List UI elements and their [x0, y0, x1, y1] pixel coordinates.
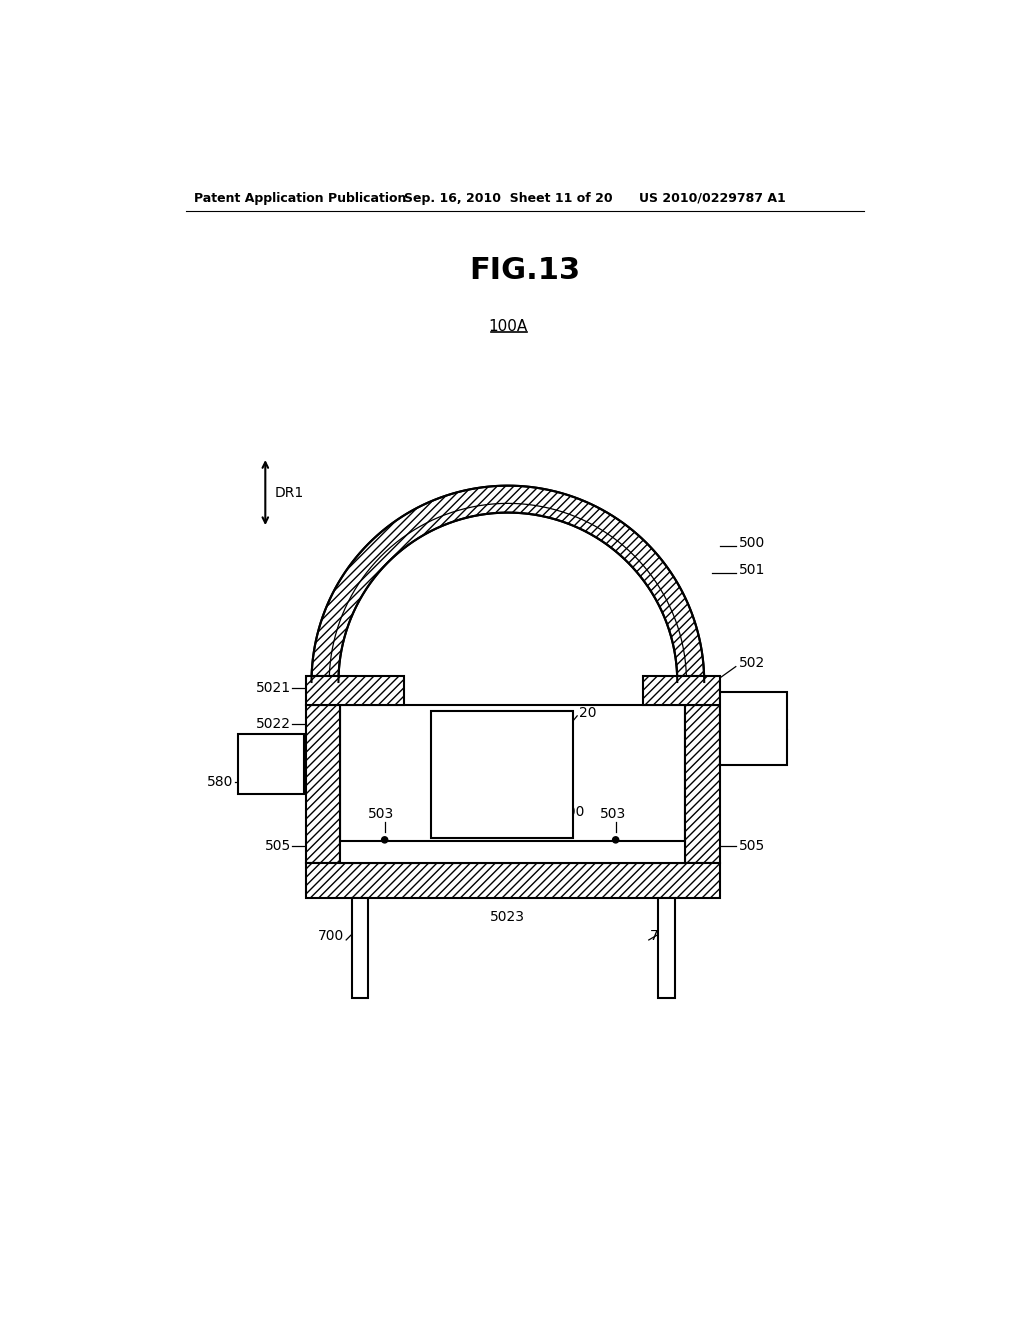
- Text: 503: 503: [368, 807, 394, 821]
- Bar: [306, 676, 403, 705]
- Text: Patent Application Publication: Patent Application Publication: [194, 191, 407, 205]
- Text: 500: 500: [739, 536, 765, 550]
- Text: 700: 700: [650, 929, 677, 942]
- Text: FIG.13: FIG.13: [469, 256, 581, 285]
- Text: 502: 502: [739, 656, 765, 669]
- Text: Sep. 16, 2010  Sheet 11 of 20: Sep. 16, 2010 Sheet 11 of 20: [403, 191, 612, 205]
- Bar: [720, 692, 787, 766]
- Text: 600: 600: [558, 805, 585, 818]
- Text: US 2010/0229787 A1: US 2010/0229787 A1: [639, 191, 785, 205]
- Text: 5021: 5021: [256, 681, 291, 696]
- Text: 5022: 5022: [256, 717, 291, 731]
- Text: 503: 503: [600, 807, 627, 821]
- Text: 501: 501: [739, 564, 765, 577]
- Circle shape: [382, 837, 388, 843]
- Bar: [643, 676, 720, 705]
- Polygon shape: [311, 676, 339, 682]
- Bar: [685, 705, 720, 863]
- Text: 505: 505: [264, 840, 291, 853]
- Text: 5022: 5022: [739, 731, 774, 746]
- Text: 590: 590: [739, 702, 765, 715]
- Text: DR1: DR1: [274, 486, 304, 500]
- Bar: [340, 705, 685, 863]
- Polygon shape: [311, 486, 705, 682]
- Text: 20: 20: [579, 706, 596, 719]
- Text: 580: 580: [207, 775, 233, 789]
- Text: 505: 505: [739, 840, 765, 853]
- Bar: [340, 841, 685, 863]
- Bar: [239, 734, 304, 795]
- Bar: [658, 898, 675, 998]
- Bar: [306, 705, 340, 863]
- Circle shape: [612, 837, 618, 843]
- Bar: [351, 898, 369, 998]
- Bar: [306, 863, 720, 898]
- Bar: [431, 711, 573, 838]
- Text: 100A: 100A: [488, 318, 527, 334]
- Text: 700: 700: [318, 929, 345, 942]
- Text: 5023: 5023: [490, 909, 525, 924]
- Text: 5025: 5025: [739, 747, 774, 760]
- Polygon shape: [677, 676, 705, 682]
